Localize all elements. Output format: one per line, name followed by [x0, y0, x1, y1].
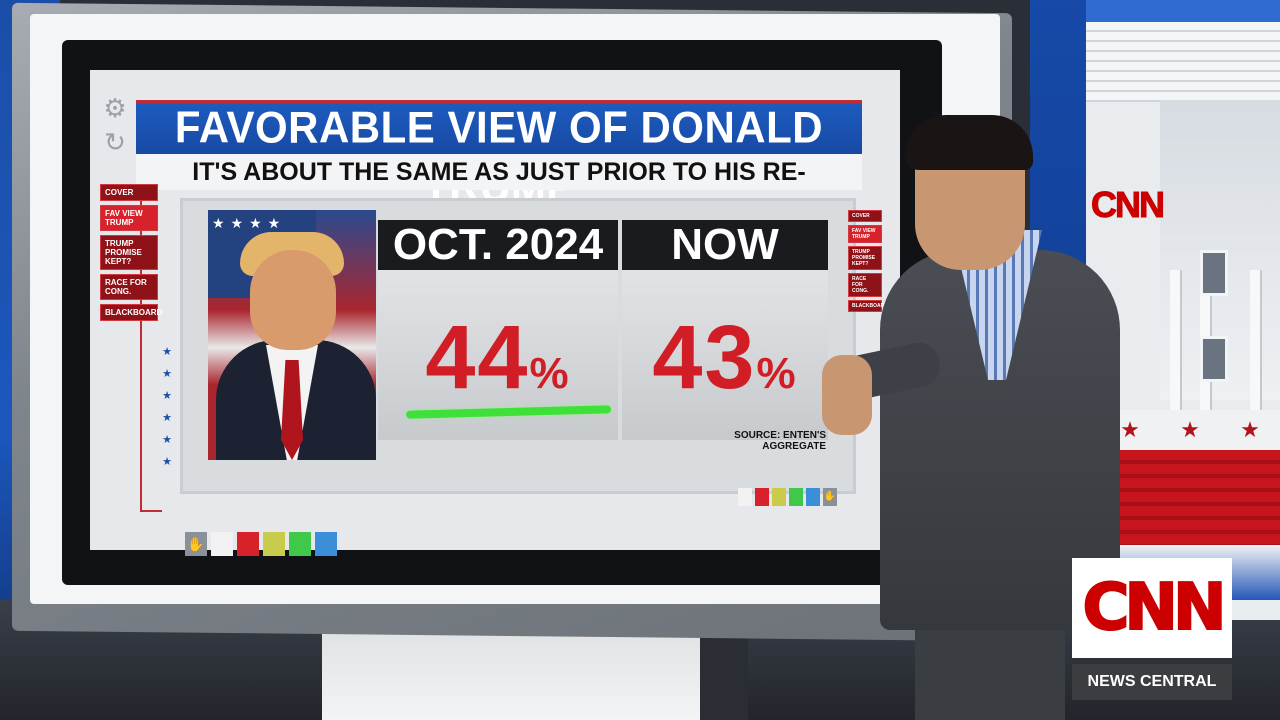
swatch-yellow[interactable]: [772, 488, 786, 506]
color-palette-right: ✋: [738, 488, 837, 506]
cnn-logo: CNN: [1081, 570, 1227, 646]
white-house-backdrop: [1160, 100, 1280, 470]
window: [1200, 336, 1228, 382]
color-palette-left: ✋: [185, 532, 337, 556]
star-icon: ★: [162, 390, 172, 402]
star-icon: ★: [1180, 417, 1200, 442]
swatch-green[interactable]: [289, 532, 311, 556]
star-icon: ★: [162, 412, 172, 424]
subtitle-bar: [136, 154, 862, 190]
gear-icon[interactable]: ⚙: [103, 93, 127, 123]
swatch-white[interactable]: [738, 488, 752, 506]
face: [250, 250, 336, 350]
presenter-hand: [822, 355, 872, 435]
nav-left: COVER FAV VIEW TRUMP TRUMP PROMISE KEPT?…: [100, 184, 162, 321]
panel-number: 44: [425, 308, 530, 408]
nav-item-blackboard[interactable]: BLACKBOARD: [848, 300, 888, 312]
wall-top-band: [1086, 0, 1280, 22]
wall-cnn-logo: CNN: [1091, 184, 1166, 226]
panel-value: 44%: [378, 308, 618, 424]
percent-sign: %: [756, 349, 798, 398]
nav-item-race-for-cong[interactable]: RACE FOR CONG.: [100, 274, 158, 300]
nav-item-blackboard[interactable]: BLACKBOARD: [100, 304, 162, 321]
nav-item-trump-promise-kept[interactable]: TRUMP PROMISE KEPT?: [100, 235, 158, 270]
star-icon: ★: [162, 368, 172, 380]
nav-item-trump-promise-kept[interactable]: TRUMP PROMISE KEPT?: [848, 246, 882, 270]
star-band: ★ ★ ★: [1100, 410, 1280, 450]
page-title: FAVORABLE VIEW OF DONALD TRUMP: [174, 102, 824, 211]
hand-icon[interactable]: ✋: [185, 532, 207, 556]
panel-label: NOW: [622, 220, 828, 270]
window: [1200, 250, 1228, 296]
swatch-white[interactable]: [211, 532, 233, 556]
page-subtitle: IT'S ABOUT THE SAME AS JUST PRIOR TO HIS…: [192, 158, 806, 222]
column: [1250, 270, 1260, 470]
star-icon: ★: [1240, 417, 1260, 442]
nav-item-cover[interactable]: COVER: [848, 210, 882, 222]
panel-oct-2024[interactable]: OCT. 2024 44%: [378, 220, 618, 440]
swatch-red[interactable]: [755, 488, 769, 506]
percent-sign: %: [529, 349, 571, 398]
panel-number: 43: [652, 308, 757, 408]
nav-item-cover[interactable]: COVER: [100, 184, 158, 201]
swatch-red[interactable]: [237, 532, 259, 556]
refresh-icon[interactable]: ↻: [104, 127, 126, 157]
touchscreen[interactable]: ⚙ ↻ FAVORABLE VIEW OF DONALD TRUMP IT'S …: [90, 70, 900, 556]
swatch-green[interactable]: [789, 488, 803, 506]
hand-icon[interactable]: ✋: [823, 488, 837, 506]
trump-photo: ★★★★: [208, 210, 376, 460]
column: [1170, 270, 1180, 470]
title-bar: [136, 100, 862, 155]
tie: [281, 360, 303, 460]
panel-label: OCT. 2024: [378, 220, 618, 270]
swatch-blue[interactable]: [315, 532, 337, 556]
panel-now[interactable]: NOW 43%: [622, 220, 828, 440]
red-stripes: [1100, 450, 1280, 545]
panel-value: 43%: [622, 308, 828, 424]
star-icon: ★: [162, 346, 172, 358]
rail-stars: ★ ★ ★ ★ ★ ★: [160, 345, 174, 468]
star-icon: ★: [1120, 417, 1140, 442]
swatch-blue[interactable]: [806, 488, 820, 506]
swatch-yellow[interactable]: [263, 532, 285, 556]
nav-right: COVER FAV VIEW TRUMP TRUMP PROMISE KEPT?…: [848, 210, 888, 312]
nav-item-fav-view-trump[interactable]: FAV VIEW TRUMP: [100, 205, 158, 231]
star-icon: ★: [162, 434, 172, 446]
nav-item-fav-view-trump[interactable]: FAV VIEW TRUMP: [848, 225, 882, 243]
nav-item-race-for-cong[interactable]: RACE FOR CONG.: [848, 273, 882, 297]
show-name: NEWS CENTRAL: [1072, 664, 1232, 700]
cnn-bug: CNN: [1072, 558, 1232, 658]
source-note: SOURCE: ENTEN'S AGGREGATE: [734, 430, 826, 452]
left-rail: [140, 130, 162, 512]
wall-ribs: [1086, 22, 1280, 102]
star-icon: ★: [162, 456, 172, 468]
presenter-hair: [905, 115, 1033, 170]
